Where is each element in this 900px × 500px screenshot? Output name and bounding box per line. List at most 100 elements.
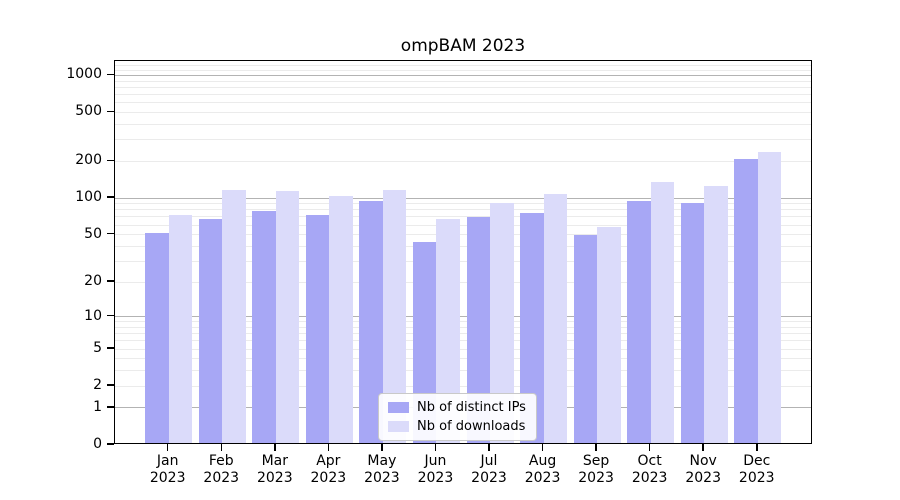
legend-label-nb-of-downloads: Nb of downloads: [417, 419, 526, 434]
bar-nb-of-downloads-aug: [543, 193, 568, 443]
legend: Nb of distinct IPs Nb of downloads: [378, 393, 537, 441]
bar-nb-of-distinct-ips-jan: [145, 232, 169, 443]
x-tick-month-oct: Oct: [637, 453, 662, 469]
y-tick-5: [107, 347, 114, 349]
x-tick-year-apr: 2023: [310, 470, 347, 486]
gridline-major-100: [115, 197, 811, 199]
bar-nb-of-downloads-may: [382, 189, 407, 443]
bar-nb-of-distinct-ips-jul: [466, 216, 490, 443]
gridline-minor-200: [115, 160, 811, 162]
gridline-minor-400: [115, 123, 811, 125]
x-tick-mar: [274, 444, 276, 451]
x-tick-aug: [541, 444, 544, 451]
bar-nb-of-distinct-ips-apr: [305, 214, 330, 443]
x-tick-month-may: May: [367, 453, 397, 469]
x-tick-feb: [220, 444, 222, 451]
gridline-minor-80: [115, 209, 811, 211]
y-tick-label-10: 10: [84, 307, 102, 324]
x-tick-month-nov: Nov: [689, 453, 717, 469]
bar-nb-of-distinct-ips-feb: [198, 218, 223, 443]
gridline-minor-500: [115, 111, 811, 113]
bar-nb-of-downloads-sep: [597, 226, 621, 443]
gridline-major-1000: [115, 74, 811, 76]
y-tick-label-50: 50: [84, 225, 102, 242]
gridline-minor-800: [115, 86, 811, 88]
legend-label-nb-of-distinct-ips: Nb of distinct IPs: [417, 400, 526, 415]
x-tick-label-sep: Sep 2023: [568, 453, 624, 487]
y-tick-label-200: 200: [75, 152, 102, 169]
bar-nb-of-downloads-oct: [650, 181, 675, 443]
bar-nb-of-downloads-jan: [168, 214, 193, 443]
gridline-minor-9: [115, 321, 811, 323]
y-tick-label-1: 1: [93, 398, 102, 415]
legend-swatch-nb-of-downloads: [388, 421, 409, 432]
y-tick-100: [107, 196, 114, 198]
y-tick-1000: [107, 73, 114, 76]
gridline-minor-300: [115, 139, 811, 141]
x-tick-month-jan: Jan: [156, 453, 179, 469]
y-tick-50: [107, 232, 114, 235]
bar-nb-of-distinct-ips-oct: [627, 200, 651, 443]
y-tick-20: [107, 280, 114, 282]
x-tick-nov: [702, 444, 704, 451]
y-tick-200: [107, 159, 114, 162]
x-tick-month-jul: Jul: [480, 453, 498, 469]
x-tick-label-jul: Jul 2023: [461, 453, 517, 487]
x-tick-year-mar: 2023: [256, 470, 293, 486]
x-tick-month-apr: Apr: [316, 453, 341, 469]
x-tick-label-mar: Mar 2023: [247, 453, 303, 487]
x-tick-label-jun: Jun 2023: [407, 453, 463, 487]
x-tick-month-aug: Aug: [528, 453, 557, 469]
y-tick-label-20: 20: [84, 273, 102, 290]
gridline-minor-700: [115, 93, 811, 95]
x-tick-year-feb: 2023: [203, 470, 240, 486]
y-tick-1: [107, 406, 114, 408]
gridline-minor-2: [115, 385, 811, 387]
x-tick-month-jun: Jun: [424, 453, 447, 469]
x-tick-jan: [166, 444, 169, 451]
bar-nb-of-downloads-dec: [757, 152, 782, 443]
bar-nb-of-downloads-feb: [222, 189, 246, 443]
chart-title: ompBAM 2023: [400, 36, 526, 56]
gridline-minor-30: [115, 260, 811, 262]
gridline-minor-4: [115, 358, 811, 360]
bar-nb-of-distinct-ips-nov: [680, 202, 705, 443]
y-tick-label-5: 5: [93, 340, 102, 357]
gridline-major-10: [115, 316, 811, 318]
y-tick-0: [107, 443, 114, 445]
legend-item-nb-of-downloads: Nb of downloads: [388, 419, 526, 434]
x-tick-year-may: 2023: [364, 470, 400, 486]
gridline-minor-1100: [115, 69, 811, 71]
x-tick-year-jan: 2023: [149, 470, 186, 486]
y-tick-label-2: 2: [93, 377, 102, 394]
y-tick-10: [107, 314, 114, 317]
x-tick-year-aug: 2023: [524, 470, 561, 486]
y-tick-label-100: 100: [75, 189, 102, 206]
x-tick-may: [381, 444, 383, 451]
y-tick-label-0: 0: [93, 436, 102, 452]
x-tick-year-oct: 2023: [631, 470, 668, 486]
x-tick-year-jul: 2023: [471, 470, 507, 486]
gridline-minor-70: [115, 216, 811, 218]
x-tick-label-jan: Jan 2023: [140, 453, 196, 487]
gridline-minor-1200: [115, 65, 811, 67]
gridline-minor-90: [115, 203, 811, 205]
y-tick-label-1000: 1000: [66, 66, 102, 83]
bar-nb-of-distinct-ips-aug: [520, 212, 544, 443]
bar-nb-of-distinct-ips-mar: [252, 210, 276, 443]
gridline-minor-600: [115, 102, 811, 104]
bar-nb-of-downloads-jul: [490, 202, 514, 443]
gridline-minor-60: [115, 224, 811, 226]
x-tick-label-feb: Feb 2023: [193, 453, 249, 487]
x-tick-year-sep: 2023: [578, 470, 614, 486]
y-tick-label-500: 500: [75, 103, 102, 120]
legend-item-nb-of-distinct-ips: Nb of distinct IPs: [388, 400, 526, 415]
x-tick-month-dec: Dec: [743, 453, 771, 469]
x-tick-label-nov: Nov 2023: [675, 453, 731, 487]
bar-nb-of-downloads-mar: [275, 190, 300, 443]
x-tick-month-sep: Sep: [582, 453, 610, 469]
bar-nb-of-downloads-jun: [436, 218, 460, 443]
x-tick-year-nov: 2023: [685, 470, 721, 486]
gridline-minor-40: [115, 245, 811, 247]
